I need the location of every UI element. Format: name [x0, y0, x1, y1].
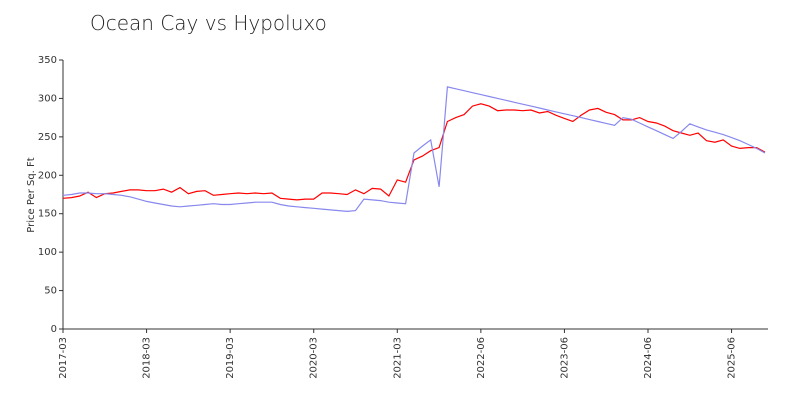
y-tick-label: 100 — [38, 247, 57, 258]
x-tick-label: 2022-06 — [476, 337, 487, 379]
x-tick-label: 2017-03 — [58, 337, 69, 379]
y-tick-label: 50 — [44, 286, 57, 297]
chart-title: Ocean Cay vs Hypoluxo — [90, 11, 327, 35]
x-tick-label: 2023-06 — [559, 337, 570, 379]
y-tick-label: 300 — [38, 93, 57, 104]
x-tick-label: 2025-06 — [727, 337, 738, 379]
x-tick-label: 2019-03 — [225, 337, 236, 379]
y-tick-label: 0 — [51, 324, 57, 335]
series-line — [62, 86, 766, 213]
x-tick-label: 2018-03 — [142, 337, 153, 379]
y-tick-label: 150 — [38, 209, 57, 220]
y-tick-label: 250 — [38, 132, 57, 143]
x-tick-label: 2021-03 — [392, 337, 403, 379]
x-tick-label: 2024-06 — [643, 337, 654, 379]
y-tick-label: 200 — [38, 170, 57, 181]
series-line — [62, 103, 766, 201]
x-tick-label: 2020-03 — [309, 337, 320, 379]
y-axis-label: Price Per Sq. Ft — [26, 157, 37, 232]
y-tick-label: 350 — [38, 55, 57, 66]
